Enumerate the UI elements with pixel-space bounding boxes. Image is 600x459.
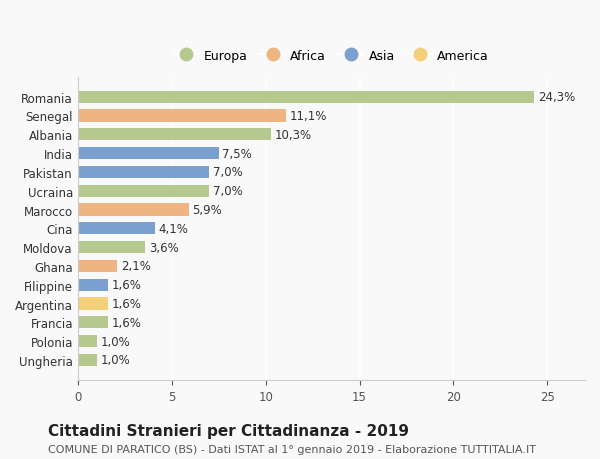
Text: 7,0%: 7,0%	[213, 185, 243, 198]
Bar	[78, 223, 155, 235]
Text: 1,6%: 1,6%	[112, 279, 142, 291]
Bar	[78, 317, 108, 329]
Text: 1,6%: 1,6%	[112, 316, 142, 329]
Bar	[78, 148, 218, 160]
Bar	[78, 110, 286, 123]
Bar	[78, 185, 209, 197]
Bar	[78, 336, 97, 347]
Text: 1,0%: 1,0%	[100, 335, 130, 348]
Text: 1,0%: 1,0%	[100, 354, 130, 367]
Text: 7,0%: 7,0%	[213, 166, 243, 179]
Bar	[78, 279, 108, 291]
Bar	[78, 298, 108, 310]
Bar	[78, 167, 209, 179]
Bar	[78, 204, 188, 216]
Bar	[78, 91, 534, 104]
Text: 5,9%: 5,9%	[193, 204, 222, 217]
Text: Cittadini Stranieri per Cittadinanza - 2019: Cittadini Stranieri per Cittadinanza - 2…	[48, 423, 409, 438]
Text: 1,6%: 1,6%	[112, 297, 142, 310]
Text: 3,6%: 3,6%	[149, 241, 179, 254]
Bar	[78, 241, 145, 254]
Bar	[78, 260, 117, 273]
Legend: Europa, Africa, Asia, America: Europa, Africa, Asia, America	[169, 45, 494, 67]
Text: COMUNE DI PARATICO (BS) - Dati ISTAT al 1° gennaio 2019 - Elaborazione TUTTITALI: COMUNE DI PARATICO (BS) - Dati ISTAT al …	[48, 444, 536, 454]
Text: 10,3%: 10,3%	[275, 129, 312, 141]
Bar	[78, 129, 271, 141]
Text: 7,5%: 7,5%	[223, 147, 252, 160]
Text: 24,3%: 24,3%	[538, 91, 575, 104]
Text: 2,1%: 2,1%	[121, 260, 151, 273]
Text: 4,1%: 4,1%	[158, 222, 188, 235]
Bar	[78, 354, 97, 366]
Text: 11,1%: 11,1%	[290, 110, 328, 123]
